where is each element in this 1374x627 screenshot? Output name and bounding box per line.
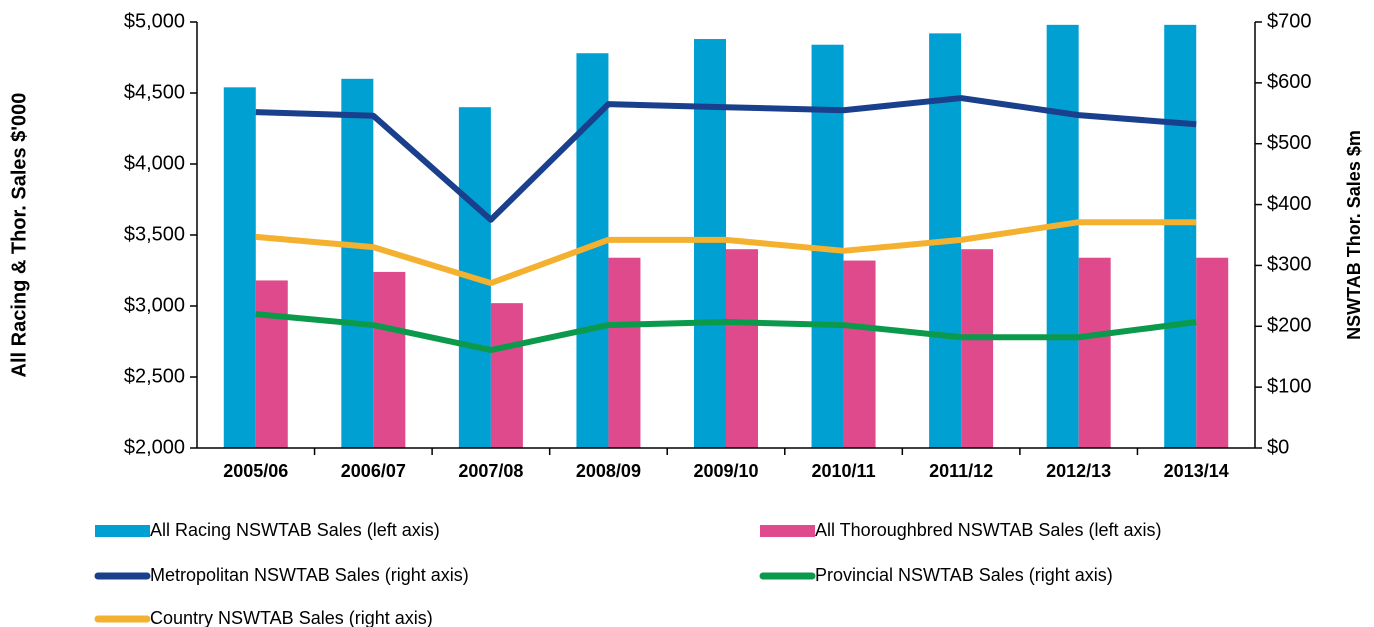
legend-label: All Thoroughbred NSWTAB Sales (left axis… (815, 520, 1161, 540)
bar (608, 257, 641, 448)
y-tick-label: $3,500 (124, 223, 185, 245)
line-series (255, 95, 1197, 223)
y-axis-title: All Racing & Thor. Sales $'000 (8, 93, 30, 378)
y-tick-label: $4,000 (124, 152, 185, 174)
bar (694, 39, 726, 448)
y-tick-label: $2,500 (124, 365, 185, 387)
legend-label: All Racing NSWTAB Sales (left axis) (150, 520, 440, 540)
x-tick-label: 2011/12 (929, 461, 993, 481)
legend-label: Metropolitan NSWTAB Sales (right axis) (150, 565, 469, 585)
x-tick-label: 2010/11 (812, 461, 876, 481)
x-tick-label: 2012/13 (1046, 461, 1111, 481)
x-tick-label: 2007/08 (458, 461, 523, 481)
bar (341, 78, 374, 449)
x-tick-label: 2008/09 (576, 461, 641, 481)
y2-tick-label: $100 (1267, 375, 1312, 397)
bar (223, 87, 256, 448)
bar (1046, 24, 1079, 449)
line-series (255, 219, 1197, 287)
bar (1164, 24, 1197, 449)
y-tick-label: $4,500 (124, 81, 185, 103)
bar (490, 303, 523, 448)
bar (961, 249, 994, 448)
y2-axis-title: NSWTAB Thor. Sales $m (1344, 130, 1364, 340)
bar (1196, 257, 1229, 448)
y2-tick-label: $0 (1267, 436, 1289, 458)
bar (373, 271, 406, 448)
y-tick-label: $5,000 (124, 10, 185, 32)
bar (1078, 257, 1111, 448)
x-tick-label: 2009/10 (693, 461, 758, 481)
x-tick-label: 2013/14 (1164, 461, 1229, 481)
legend-label: Provincial NSWTAB Sales (right axis) (815, 565, 1113, 585)
y2-tick-label: $600 (1267, 71, 1312, 93)
y2-tick-label: $200 (1267, 315, 1312, 337)
y-tick-label: $3,000 (124, 294, 185, 316)
bar (843, 260, 876, 448)
x-tick-label: 2006/07 (341, 461, 406, 481)
y2-tick-label: $300 (1267, 254, 1312, 276)
legend-swatch (760, 525, 815, 537)
legend-swatch (95, 525, 150, 537)
y2-tick-label: $500 (1267, 132, 1312, 154)
y2-tick-label: $700 (1267, 10, 1312, 32)
legend-label: Country NSWTAB Sales (right axis) (150, 608, 433, 627)
bar (255, 280, 288, 448)
x-tick-label: 2005/06 (223, 461, 288, 481)
y-tick-label: $2,000 (124, 436, 185, 458)
line-series (255, 311, 1197, 354)
y2-tick-label: $400 (1267, 193, 1312, 215)
bar (726, 249, 758, 448)
